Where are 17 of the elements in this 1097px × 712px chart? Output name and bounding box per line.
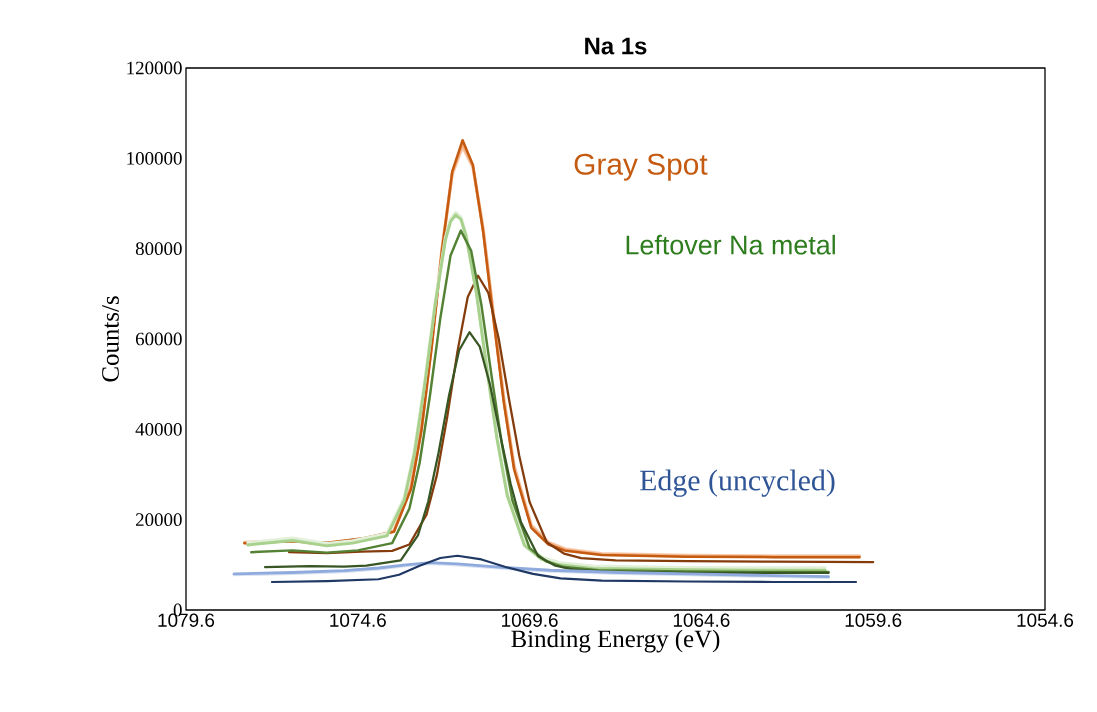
chart-title: Na 1s [585, 37, 647, 55]
x-tick-label: 1054.6 [1017, 613, 1074, 627]
y-tick-label: 80000 [135, 242, 182, 256]
y-tick-label: 120000 [127, 61, 182, 75]
x-tick-label: 1064.6 [673, 613, 730, 627]
y-tick-label: 60000 [135, 332, 182, 346]
y-tick-label: 100000 [127, 151, 182, 165]
x-axis-title: Binding Energy (eV) [511, 629, 720, 653]
annotation: Gray Spot [574, 153, 708, 181]
y-tick-label: 20000 [135, 513, 182, 527]
y-axis-title: Counts/s [102, 296, 119, 382]
x-tick-label: 1074.6 [330, 613, 386, 627]
x-tick-label: 1059.6 [845, 613, 902, 627]
annotation: Edge (uncycled) [640, 469, 835, 497]
x-tick-label: 1069.6 [502, 613, 558, 627]
y-tick-label: 40000 [135, 422, 182, 436]
annotation: Leftover Na metal [626, 234, 835, 255]
